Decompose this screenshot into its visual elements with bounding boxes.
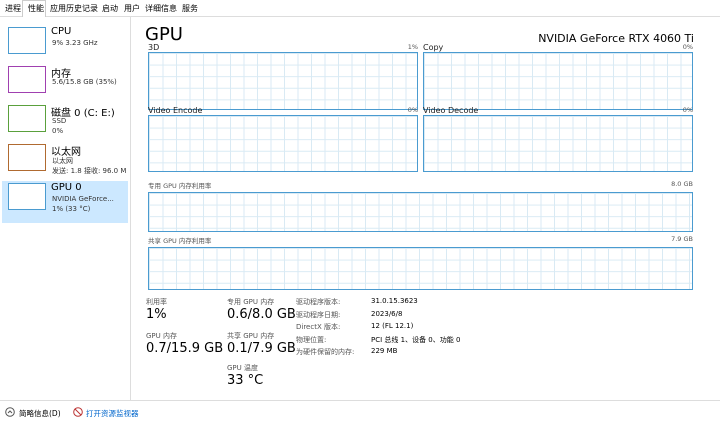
info-label: 驱动程序日期:: [296, 310, 341, 319]
stat-value: 0.7/15.9 GB: [146, 341, 224, 356]
tab[interactable]: 进程: [5, 4, 21, 13]
stat-label: 专用 GPU 内存: [227, 298, 275, 306]
info-value: 12 (FL 12.1): [371, 322, 414, 330]
tab[interactable]: 性能: [28, 4, 44, 13]
item-detail: 发送: 1.8 接收: 96.0 M: [52, 167, 127, 175]
item-detail: 5.6/15.8 GB (35%): [52, 78, 117, 86]
footer-line: [0, 400, 720, 401]
item-name[interactable]: 磁盘 0 (C: E:): [51, 108, 115, 119]
thumbnail: [8, 27, 46, 54]
graph: [423, 115, 693, 172]
graph-label: 共享 GPU 内存利用率: [148, 237, 212, 245]
item-detail: 以太网: [52, 157, 73, 165]
summary-link[interactable]: 简略信息(D): [19, 409, 61, 418]
monitor-icon: [73, 407, 83, 417]
graph-label: 专用 GPU 内存利用率: [148, 182, 212, 190]
thumbnail: [8, 183, 46, 210]
graph: [423, 52, 693, 110]
title: GPU: [145, 24, 183, 45]
graph-value: 8.0 GB: [671, 180, 693, 188]
tab[interactable]: 详细信息: [145, 4, 177, 13]
stat-label: GPU 内存: [146, 332, 177, 340]
tab[interactable]: 服务: [182, 4, 198, 13]
item-name[interactable]: CPU: [51, 26, 72, 37]
thumbnail: [8, 105, 46, 132]
stat-label: GPU 温度: [227, 364, 258, 372]
graph: [148, 192, 693, 232]
graph-label: Copy: [423, 43, 444, 52]
graph-label: Video Encode: [148, 106, 203, 115]
info-label: DirectX 版本:: [296, 323, 341, 331]
item-name[interactable]: GPU 0: [51, 182, 82, 193]
stat-value: 1%: [146, 307, 167, 322]
device: NVIDIA GeForce RTX 4060 Ti: [538, 32, 694, 45]
active-tab-bg: [22, 0, 46, 17]
item-detail: 9% 3.23 GHz: [52, 39, 98, 47]
info-value: 31.0.15.3623: [371, 297, 418, 305]
item-detail: NVIDIA GeForce...: [52, 195, 114, 203]
stat-value: 33 °C: [227, 373, 264, 388]
info-label: 驱动程序版本:: [296, 298, 341, 306]
tab[interactable]: 用户: [124, 4, 140, 13]
stat-label: 利用率: [146, 298, 167, 306]
divider: [130, 17, 131, 400]
info-label: 物理位置:: [296, 335, 327, 344]
graph: [148, 52, 418, 110]
graph-value: 0%: [407, 106, 418, 114]
stat-label: 共享 GPU 内存: [227, 332, 275, 340]
tab[interactable]: 应用历史记录: [50, 4, 98, 13]
graph-value: 0%: [682, 43, 693, 51]
tab[interactable]: 启动: [102, 4, 118, 13]
info-label: 为硬件保留的内存:: [296, 348, 355, 356]
graph-value: 1%: [407, 43, 418, 51]
collapse-icon: [5, 407, 15, 417]
info-value: 2023/6/8: [371, 309, 403, 318]
item-detail: SSD: [52, 117, 67, 125]
item-name[interactable]: 内存: [51, 69, 71, 80]
graph: [148, 247, 693, 290]
stat-value: 0.6/8.0 GB: [227, 307, 296, 322]
item-detail: 1% (33 °C): [52, 205, 91, 213]
graph: [148, 115, 418, 172]
graph-value: 0%: [682, 106, 693, 114]
thumbnail: [8, 66, 46, 93]
info-value: PCI 总线 1、设备 0、功能 0: [371, 335, 461, 344]
graph-label: 3D: [148, 43, 160, 52]
tab-bar: [0, 0, 720, 17]
item-detail: 0%: [52, 127, 64, 135]
graph-value: 7.9 GB: [671, 235, 693, 243]
stat-value: 0.1/7.9 GB: [227, 341, 296, 356]
thumbnail: [8, 144, 46, 171]
graph-label: Video Decode: [423, 106, 479, 115]
monitor-link[interactable]: 打开资源监视器: [86, 409, 139, 418]
info-value: 229 MB: [371, 347, 398, 355]
item-name[interactable]: 以太网: [51, 147, 81, 158]
